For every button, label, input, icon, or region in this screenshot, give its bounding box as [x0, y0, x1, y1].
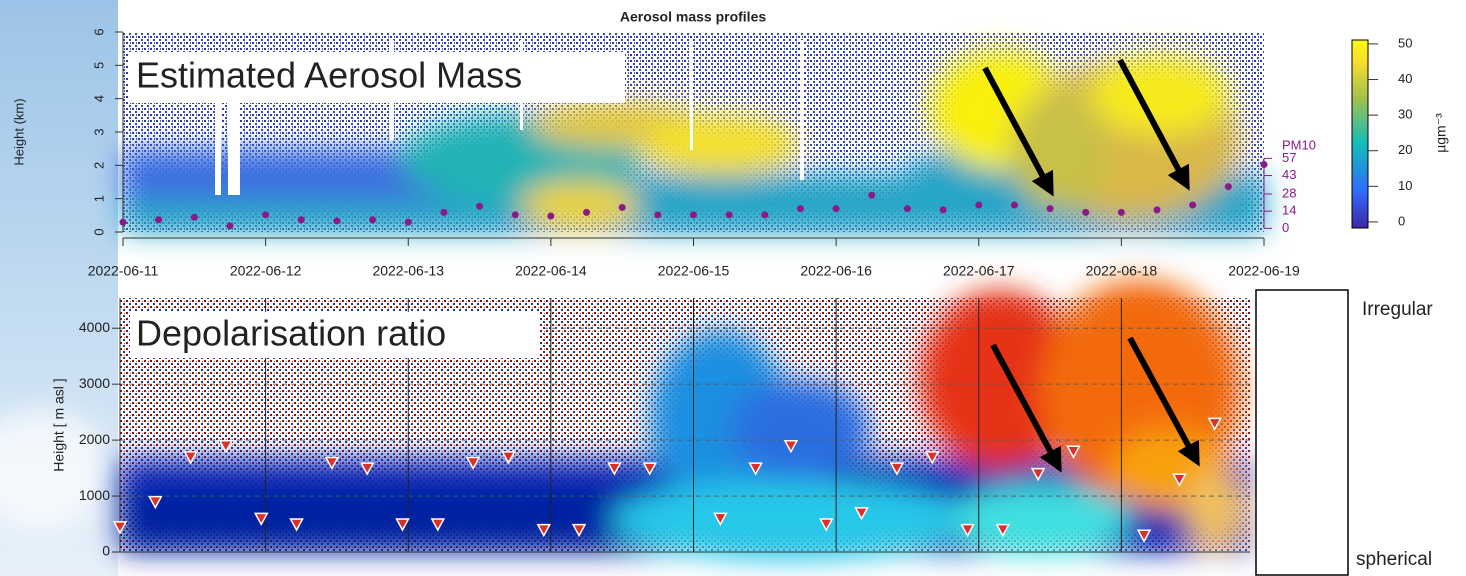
- x-tick-label: 2022-06-19: [1228, 263, 1300, 279]
- data-point: [1082, 209, 1089, 216]
- x-tick-label: 2022-06-17: [943, 263, 1015, 279]
- y-tick-label: 4: [91, 95, 106, 102]
- colorbar-label: µgm⁻³: [1433, 113, 1449, 153]
- data-point: [120, 219, 127, 226]
- data-point: [405, 219, 412, 226]
- colorbar: [1352, 40, 1368, 228]
- data-point: [547, 213, 554, 220]
- y-tick-label: 3: [91, 128, 106, 135]
- data-point: [1225, 183, 1232, 190]
- data-point: [1189, 202, 1196, 209]
- x-tick-label: 2022-06-13: [372, 263, 444, 279]
- data-point: [262, 211, 269, 218]
- y2-tick-label: 43: [1282, 167, 1296, 182]
- data-point: [476, 203, 483, 210]
- legend-entry: PM10: [1282, 137, 1316, 152]
- y-tick-label: 1: [91, 195, 106, 202]
- y-tick-label: 6: [91, 28, 106, 35]
- y2-tick-label: 0: [1282, 220, 1289, 235]
- y2-tick-label: 14: [1282, 203, 1296, 218]
- data-point: [298, 216, 305, 223]
- y-tick-label: 5: [91, 62, 106, 69]
- data-point: [833, 205, 840, 212]
- data-point: [654, 211, 661, 218]
- data-point: [369, 216, 376, 223]
- data-point: [761, 211, 768, 218]
- x-tick-label: 2022-06-11: [88, 263, 159, 279]
- colorbar-label: Irregular: [1362, 299, 1433, 320]
- data-point: [1118, 209, 1125, 216]
- y-tick-label: 4000: [79, 319, 110, 335]
- figure: 01234562022-06-112022-06-122022-06-13202…: [0, 0, 1466, 576]
- data-point: [512, 211, 519, 218]
- colorbar-tick-label: 40: [1398, 71, 1412, 86]
- y-tick-label: 0: [102, 543, 110, 559]
- data-point: [583, 209, 590, 216]
- page: 01234562022-06-112022-06-122022-06-13202…: [0, 0, 1466, 576]
- colorbar-label: spherical: [1356, 549, 1432, 570]
- data-point: [726, 211, 733, 218]
- data-point: [1011, 202, 1018, 209]
- data-point: [1154, 206, 1161, 213]
- data-point: [904, 205, 911, 212]
- colorbar-frame: [1256, 290, 1348, 575]
- data-point: [868, 192, 875, 199]
- colorbar-tick-label: 10: [1398, 178, 1412, 193]
- annotation: Depolarisation ratio: [136, 313, 446, 354]
- data-point: [1047, 205, 1054, 212]
- y-tick-label: 2000: [79, 431, 110, 447]
- y-axis-label: Height [ m asl ]: [51, 378, 67, 471]
- colorbar-tick-label: 20: [1398, 142, 1412, 157]
- data-point: [226, 222, 233, 229]
- data-point: [155, 216, 162, 223]
- x-tick-label: 2022-06-18: [1086, 263, 1158, 279]
- y-tick-label: 3000: [79, 375, 110, 391]
- chart-title: Aerosol mass profiles: [620, 9, 766, 25]
- data-point: [619, 204, 626, 211]
- colorbar-tick-label: 30: [1398, 107, 1412, 122]
- data-point: [191, 214, 198, 221]
- data-point: [440, 209, 447, 216]
- data-point: [797, 205, 804, 212]
- x-tick-label: 2022-06-15: [658, 263, 730, 279]
- y-tick-label: 0: [91, 228, 106, 235]
- data-point: [690, 211, 697, 218]
- y2-tick-label: 28: [1282, 185, 1296, 200]
- data-point: [975, 202, 982, 209]
- y-tick-label: 1000: [79, 487, 110, 503]
- x-tick-label: 2022-06-12: [230, 263, 302, 279]
- data-point: [1261, 161, 1268, 168]
- data-point: [333, 217, 340, 224]
- y-axis-label: Height (km): [11, 98, 26, 165]
- x-tick-label: 2022-06-14: [515, 263, 587, 279]
- colorbar-tick-label: 50: [1398, 35, 1412, 50]
- y-tick-label: 2: [91, 162, 106, 169]
- x-tick-label: 2022-06-16: [800, 263, 872, 279]
- data-point: [940, 206, 947, 213]
- colorbar-tick-label: 0: [1398, 213, 1405, 228]
- annotation: Estimated Aerosol Mass: [136, 55, 522, 96]
